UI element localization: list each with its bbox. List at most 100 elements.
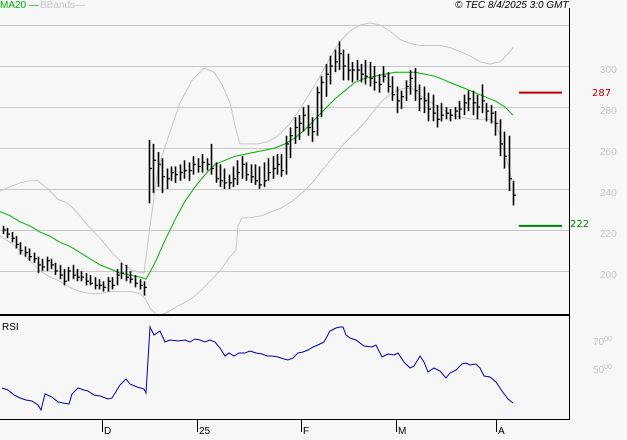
ohlc-bar: [432, 94, 436, 122]
ohlc-bar: [102, 281, 106, 292]
price-gridlines: [0, 25, 569, 272]
ohlc-bar: [11, 232, 15, 243]
ohlc-bar: [289, 127, 293, 159]
ohlc-bar: [183, 160, 187, 179]
ohlc-bar: [467, 90, 471, 112]
ohlc-bar: [396, 86, 400, 114]
support-label: 222: [570, 219, 590, 230]
ohlc-bar: [423, 86, 427, 114]
ohlc-bar: [232, 166, 236, 187]
ohlc-bar: [378, 74, 382, 93]
ohlc-bar: [139, 279, 143, 290]
ohlc-bar: [342, 49, 346, 81]
x-tick-label: F: [303, 426, 310, 437]
x-tick-label: A: [498, 426, 505, 437]
x-tick-label: D: [104, 426, 112, 437]
ohlc-bar: [206, 158, 210, 171]
ohlc-bar: [387, 72, 391, 93]
ohlc-bar: [89, 275, 93, 286]
price-tick-label: 300: [600, 65, 617, 76]
ohlc-bar: [276, 154, 280, 175]
x-tick-label: 25: [199, 426, 211, 437]
ohlc-bar: [166, 168, 170, 189]
ohlc-bar: [508, 135, 512, 192]
ohlc-bar: [490, 104, 494, 124]
ohlc-bar: [6, 227, 10, 239]
ohlc-bar: [125, 264, 129, 282]
ohlc-bar: [405, 80, 409, 101]
ohlc-bar: [427, 92, 431, 122]
ohlc-bar: [67, 266, 71, 282]
ohlc-bar: [50, 258, 54, 269]
ohlc-bar: [382, 66, 386, 83]
ohlc-bar: [391, 76, 395, 101]
price-tick-label: 260: [600, 147, 617, 158]
legend-ma20: MA20 —: [0, 0, 39, 11]
ohlc-bar: [311, 117, 315, 142]
price-tick-label: 240: [600, 188, 617, 199]
ohlc-bar: [294, 117, 298, 144]
ohlc-bar: [72, 264, 76, 280]
bb-upper-line: [0, 22, 514, 274]
ohlc-bar: [418, 84, 422, 112]
ohlc-bar: [494, 111, 498, 136]
ohlc-bar: [245, 162, 249, 181]
rsi-panel-title: RSI: [2, 322, 19, 333]
ohlc-bar: [174, 166, 178, 183]
ohlc-bar: [449, 109, 453, 122]
price-tick-label: 280: [600, 106, 617, 117]
ohlc-bar: [228, 174, 232, 189]
ohlc-bar: [46, 256, 50, 271]
ohlc-bar: [360, 63, 364, 83]
ohlc-bar: [400, 90, 404, 110]
ohlc-bar: [472, 90, 476, 116]
ohlc-bar: [2, 225, 6, 235]
rsi-tick-label: 7000: [593, 336, 612, 348]
ohlc-bar: [215, 162, 219, 183]
ohlc-bar: [320, 76, 324, 118]
ohlc-bar: [298, 115, 302, 140]
ohlc-bar: [219, 164, 223, 187]
ohlc-bars: [2, 41, 516, 296]
ohlc-bar: [129, 271, 133, 284]
ohlc-bar: [116, 268, 120, 286]
ohlc-bar: [436, 104, 440, 128]
ohlc-bar: [80, 271, 84, 282]
ohlc-bar: [285, 135, 289, 175]
ohlc-bar: [476, 94, 480, 120]
ohlc-bar: [223, 168, 227, 189]
ohlc-bar: [111, 277, 115, 290]
ohlc-bar: [152, 143, 156, 194]
copyright-timestamp: © TEC 8/4/2025 3:0 GMT: [455, 0, 569, 11]
ohlc-bar: [258, 166, 262, 189]
ohlc-bar: [356, 59, 360, 81]
resistance-label: 287: [592, 88, 612, 99]
ohlc-bar: [192, 156, 196, 175]
ohlc-bar: [85, 273, 89, 286]
ohlc-bar: [107, 277, 111, 292]
ohlc-bar: [41, 258, 45, 271]
ohlc-bar: [463, 94, 467, 116]
ohlc-bar: [236, 160, 240, 185]
ohlc-bar: [33, 252, 37, 263]
ohlc-bar: [143, 281, 147, 296]
ohlc-bar: [254, 164, 258, 185]
ohlc-bar: [499, 119, 503, 157]
ohlc-bar: [325, 63, 329, 97]
ohlc-bar: [329, 55, 333, 85]
ohlc-bar: [512, 180, 516, 206]
ohlc-bar: [19, 242, 23, 255]
ohlc-bar: [98, 279, 102, 290]
ohlc-bar: [334, 49, 338, 73]
x-tick-label: M: [398, 426, 407, 437]
legend-bbands: BBands—: [40, 0, 86, 11]
ohlc-bar: [15, 236, 19, 249]
ohlc-bar: [503, 131, 507, 169]
ohlc-bar: [94, 277, 98, 290]
x-axis-ticks: [102, 420, 497, 432]
ohlc-bar: [338, 41, 342, 71]
ohlc-bar: [316, 86, 320, 136]
ohlc-bar: [170, 166, 174, 181]
price-tick-label: 200: [600, 270, 617, 281]
